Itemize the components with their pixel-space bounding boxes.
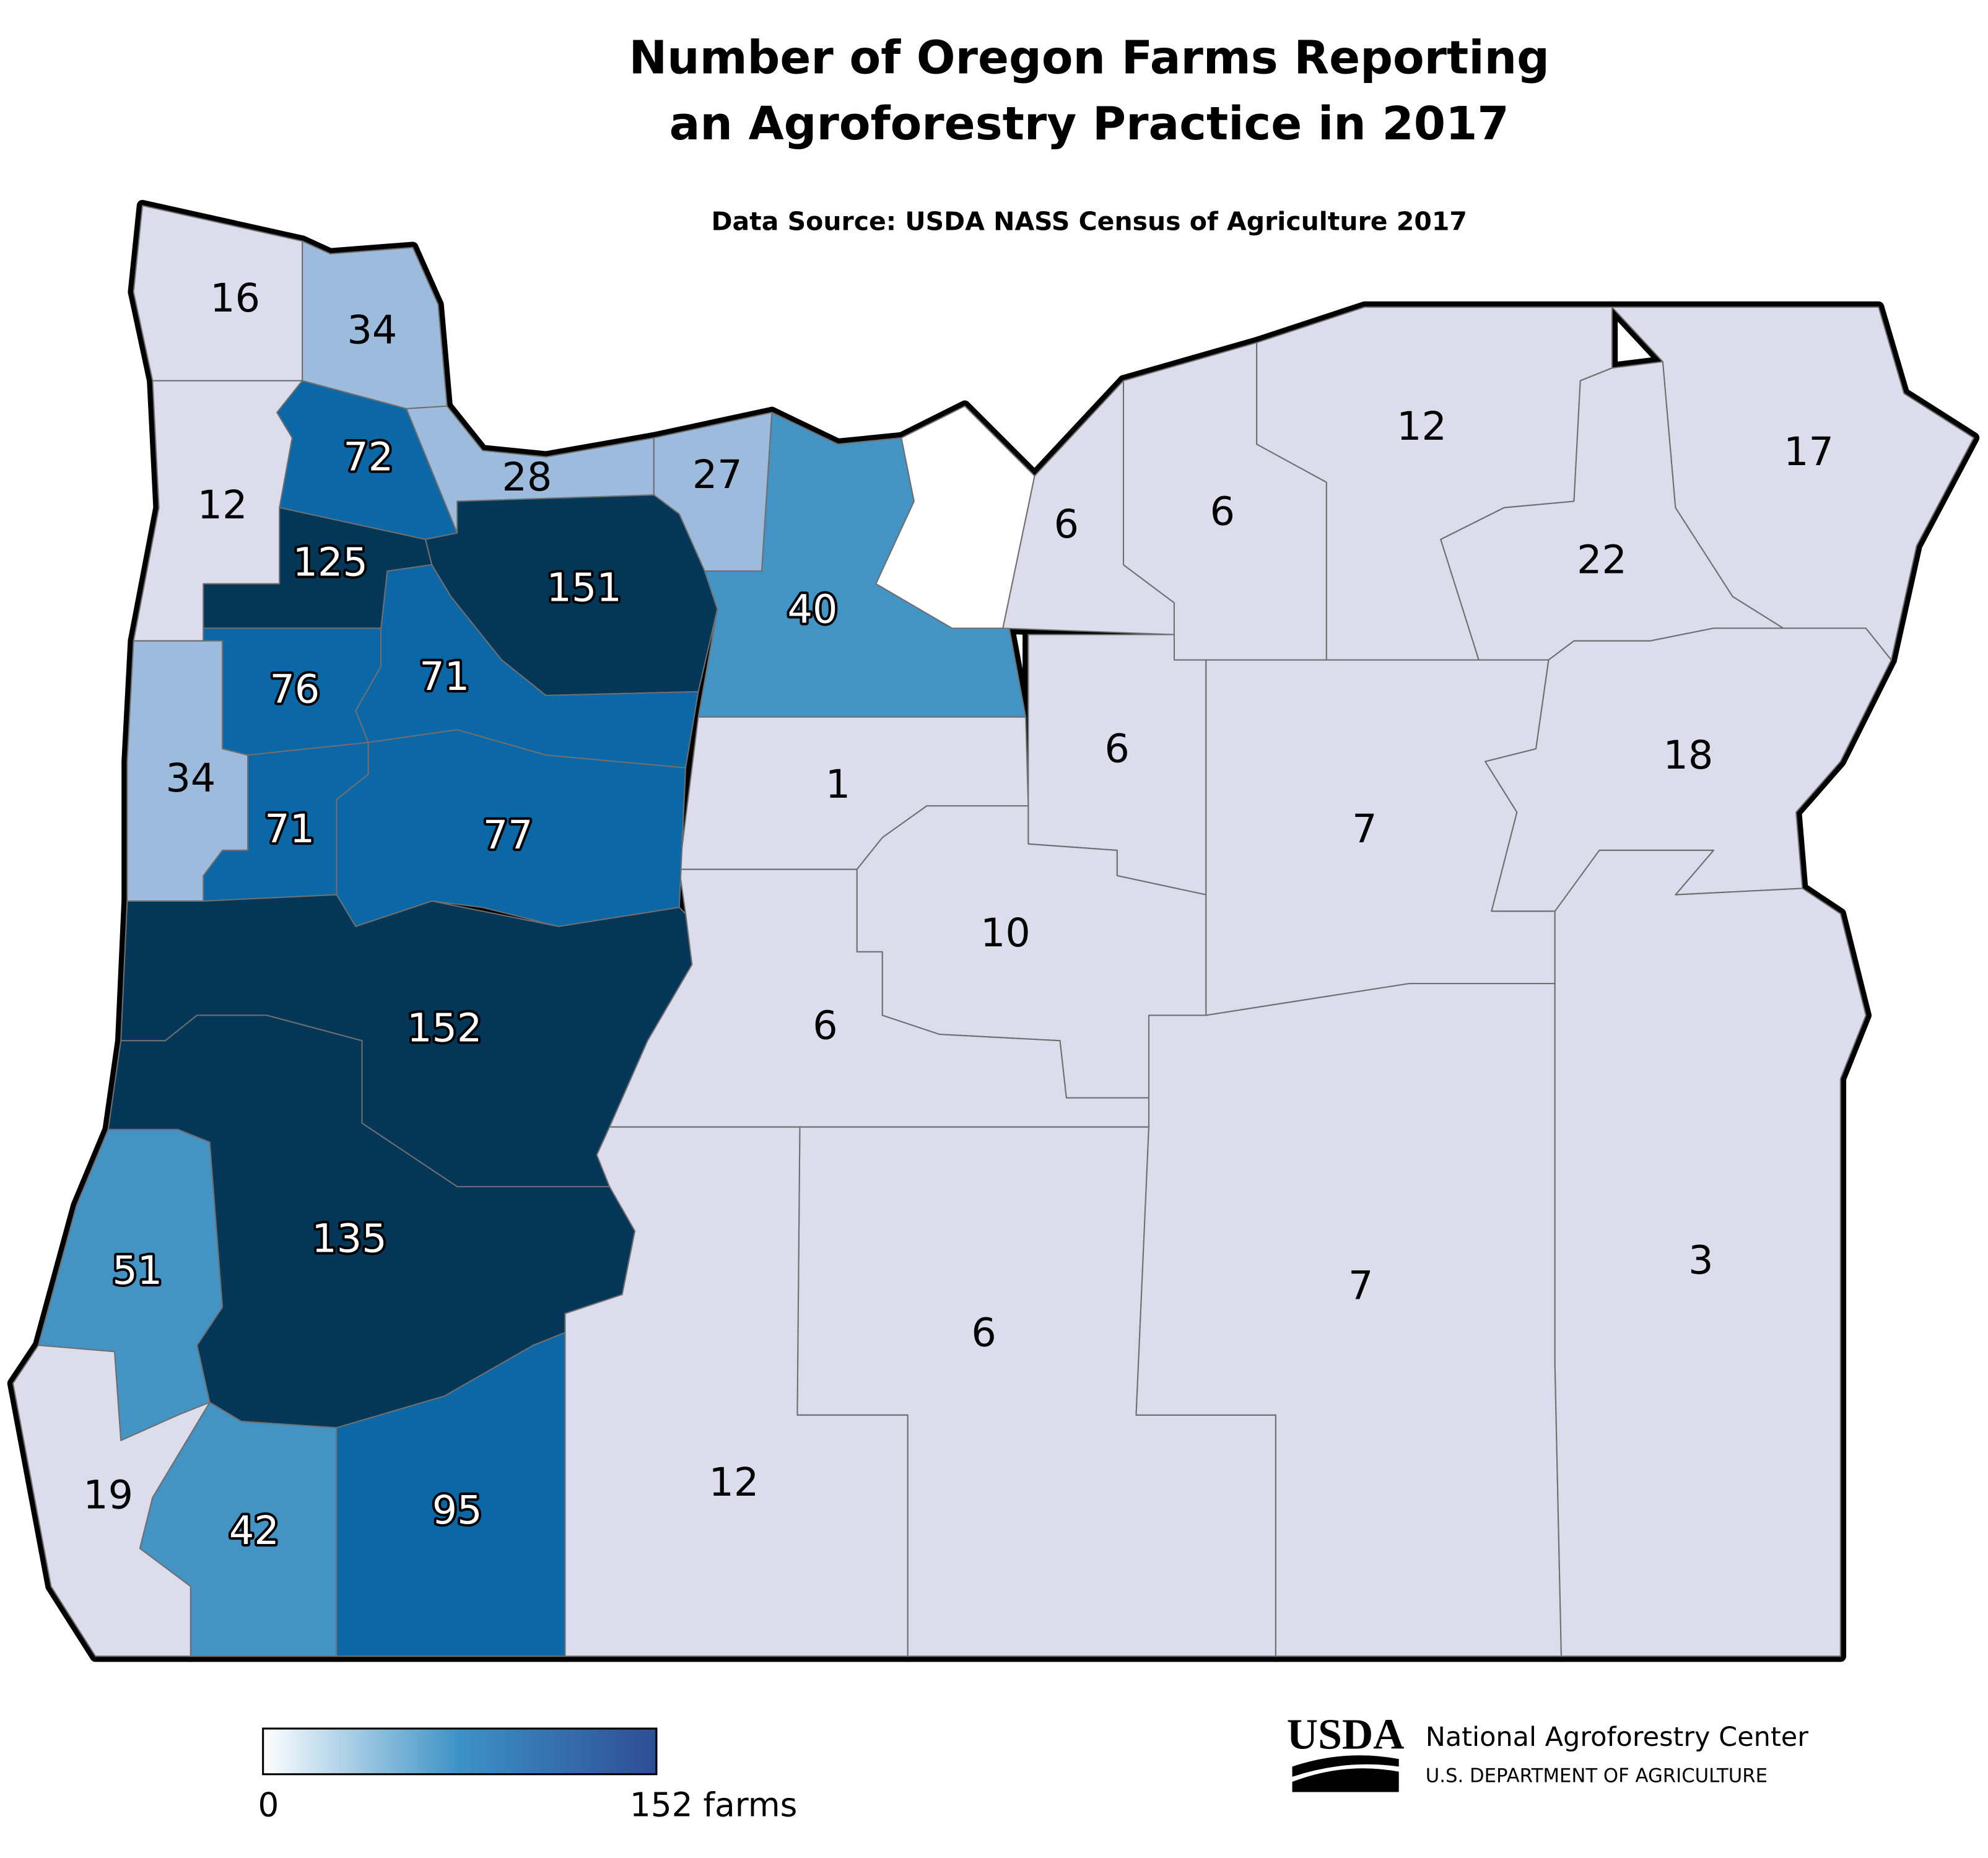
logo: USDA xyxy=(1287,1711,1405,1758)
legend-label: 0 xyxy=(258,1786,279,1825)
county xyxy=(355,564,699,769)
county xyxy=(336,1332,566,1657)
county-value: 22 xyxy=(1577,536,1627,582)
county-value: 125 xyxy=(293,539,368,585)
county-value: 135 xyxy=(312,1216,386,1262)
county-value: 6 xyxy=(1210,488,1235,534)
logo-swoosh xyxy=(1292,1755,1399,1792)
county xyxy=(1205,659,1556,1016)
county-value: 6 xyxy=(813,1002,837,1048)
counties xyxy=(12,204,1974,1657)
county-value: 71 xyxy=(264,806,315,852)
legend: 0 152 farms xyxy=(258,1786,798,1825)
county-value: 51 xyxy=(112,1247,162,1293)
county-value: 12 xyxy=(198,482,248,528)
county-value: 40 xyxy=(788,586,838,632)
county-value: 7 xyxy=(1348,1262,1373,1308)
county-value: 1 xyxy=(826,761,850,807)
legend-bar xyxy=(262,1727,658,1776)
county-value: 16 xyxy=(210,275,260,321)
county-value: 12 xyxy=(1397,403,1447,449)
county-value: 10 xyxy=(980,910,1031,956)
county-value: 76 xyxy=(269,666,320,712)
county-value: 95 xyxy=(432,1487,482,1533)
county xyxy=(875,405,1035,629)
county xyxy=(139,1402,338,1657)
county-value: 3 xyxy=(1688,1237,1713,1283)
title-line: Number of Oregon Farms Reporting xyxy=(629,32,1549,84)
county-value: 34 xyxy=(347,307,397,352)
county-value: 7 xyxy=(1352,806,1377,852)
county-value: 151 xyxy=(546,564,621,610)
county-value: 152 xyxy=(407,1005,482,1050)
county xyxy=(336,729,687,927)
county-value: 17 xyxy=(1784,429,1834,474)
county-value: 6 xyxy=(1105,726,1130,772)
county-value: 27 xyxy=(692,451,743,497)
county-value: 28 xyxy=(502,454,552,500)
county-value: 12 xyxy=(709,1459,759,1505)
title-line: an Agroforestry Practice in 2017 xyxy=(669,98,1509,150)
county-value: 19 xyxy=(83,1472,133,1518)
county-value: 6 xyxy=(1054,501,1079,547)
org-name: National Agroforestry Center xyxy=(1426,1722,1809,1753)
county-value: 72 xyxy=(343,434,393,479)
subtitle: Data Source: USDA NASS Census of Agricul… xyxy=(712,207,1467,237)
county-value: 18 xyxy=(1663,732,1713,778)
county-value: 71 xyxy=(419,653,469,699)
county-value: 6 xyxy=(971,1309,996,1355)
county-value: 42 xyxy=(229,1507,279,1553)
dept-name: U.S. DEPARTMENT OF AGRICULTURE xyxy=(1426,1764,1768,1787)
legend-label: 152 farms xyxy=(630,1786,798,1825)
county-value: 77 xyxy=(483,812,533,858)
county-value: 34 xyxy=(165,755,216,801)
county xyxy=(1554,849,1867,1657)
county xyxy=(1611,306,1974,661)
